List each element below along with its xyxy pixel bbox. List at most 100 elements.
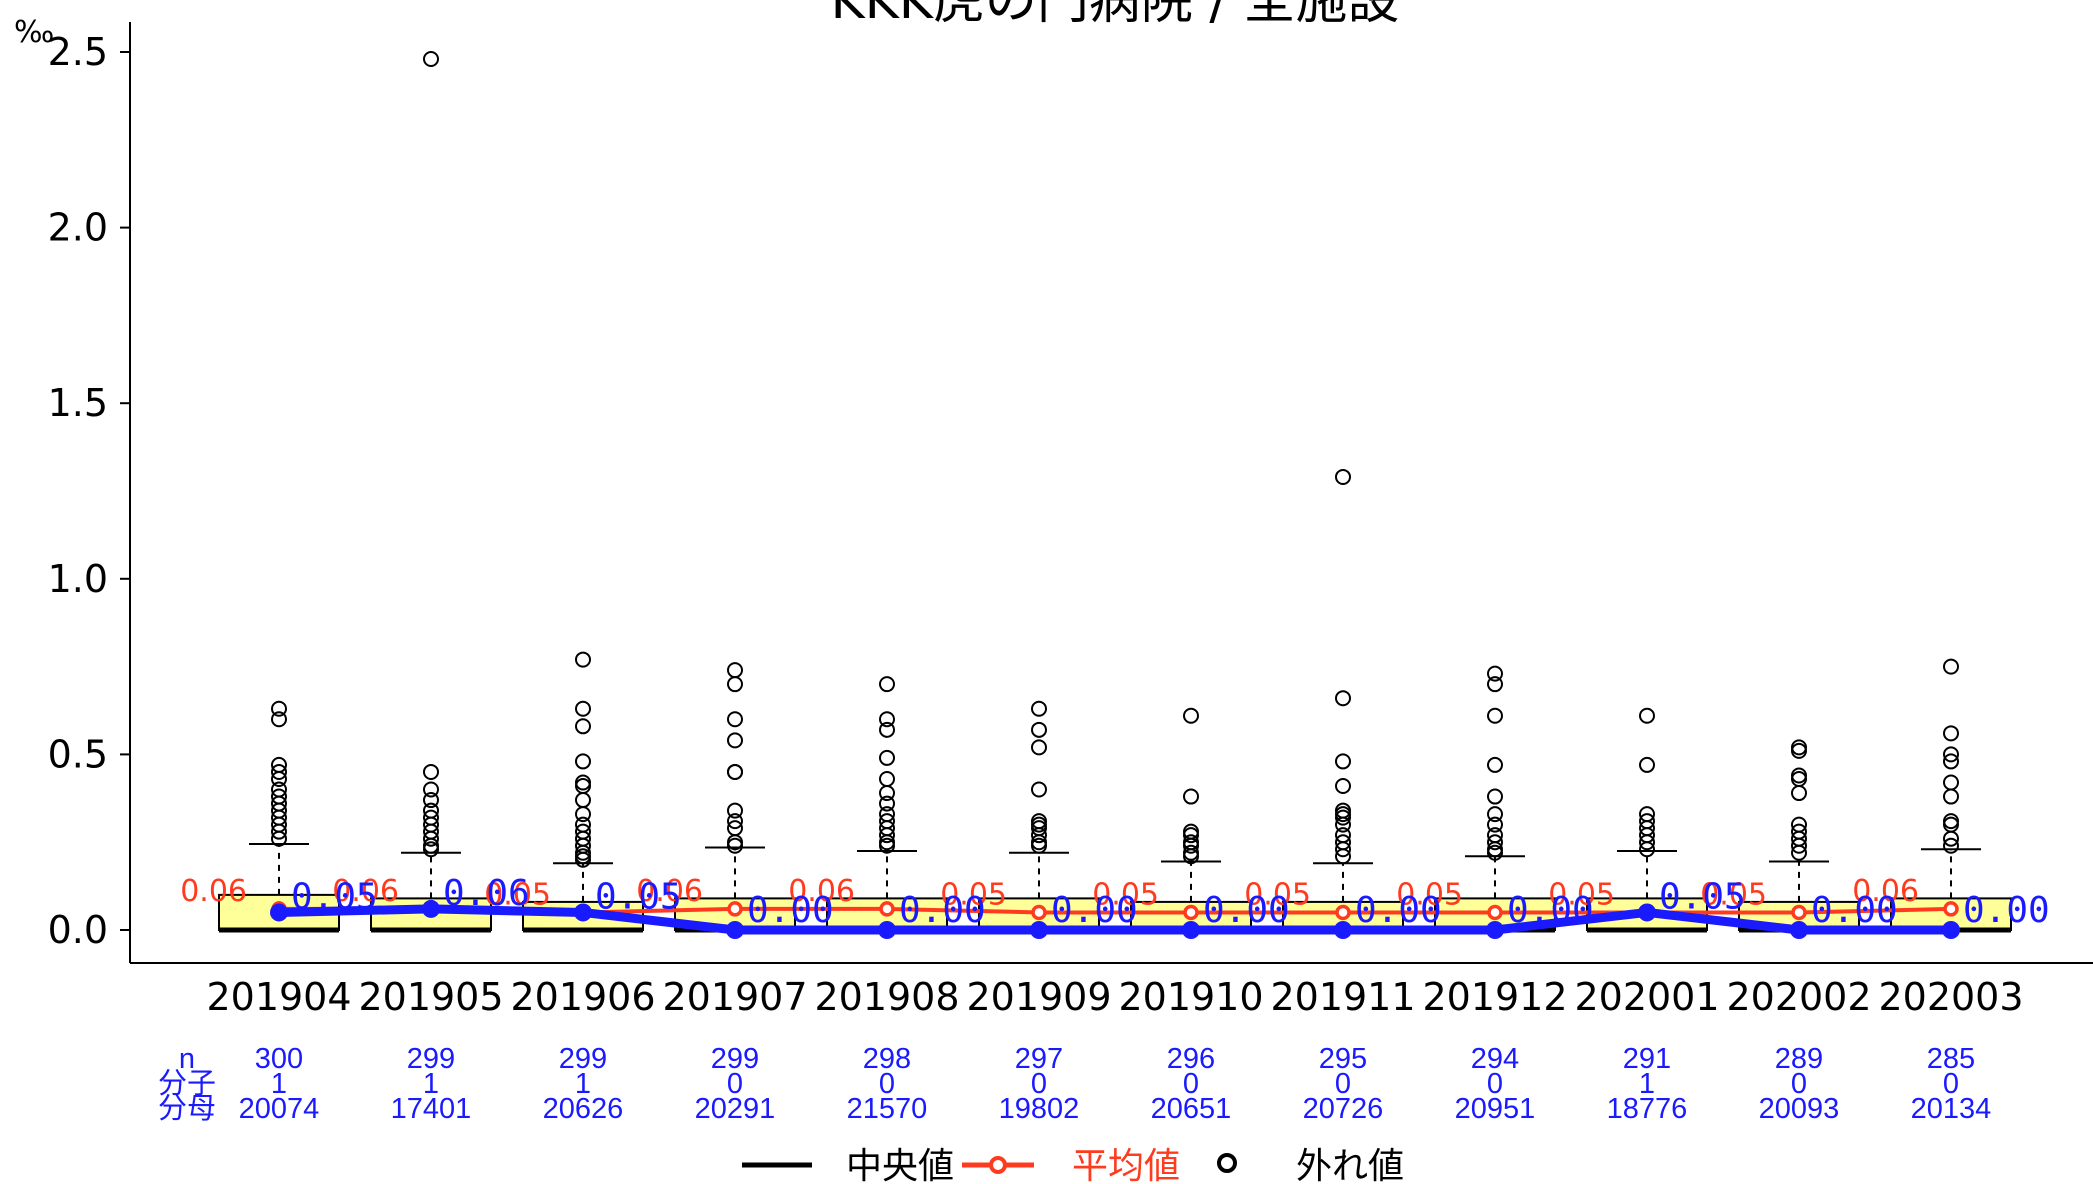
outlier-point <box>879 827 895 844</box>
table-cell: 20134 <box>1911 1093 1992 1125</box>
outlier-point <box>879 837 895 854</box>
outlier-point <box>1183 848 1199 865</box>
box-group <box>1282 468 1404 933</box>
outlier-point <box>879 721 895 738</box>
mean-value-label: 0.05 <box>1092 877 1159 912</box>
outlier-point <box>727 813 743 830</box>
y-tick-label: 1.5 <box>48 381 108 425</box>
outlier-point <box>1639 834 1655 851</box>
median-trend-point <box>574 903 592 922</box>
median-trend-line <box>278 904 1951 935</box>
outlier-point <box>1487 834 1503 851</box>
median-trend-point <box>878 921 896 939</box>
y-tick-label: 0.0 <box>48 908 108 952</box>
mean-value-label: 0.06 <box>180 874 247 909</box>
outlier-point <box>1943 830 1959 847</box>
table-cell: 1 <box>423 1068 439 1100</box>
table-cell: 17401 <box>391 1093 472 1125</box>
outlier-point <box>1031 827 1047 844</box>
outlier-point <box>1487 844 1503 861</box>
table-cell: 296 <box>1167 1043 1215 1075</box>
table-cell: 18776 <box>1607 1093 1688 1125</box>
outlier-point <box>423 792 439 809</box>
outlier-point <box>1639 841 1655 858</box>
outlier-point <box>1943 746 1959 763</box>
legend-median-label: 中央値 <box>846 1146 954 1184</box>
median-trend-point <box>1182 921 1200 939</box>
outlier-point <box>1335 468 1351 485</box>
table-cell: 20951 <box>1455 1093 1536 1125</box>
mean-point <box>1335 904 1351 921</box>
mean-point <box>1183 904 1199 921</box>
mean-value-label: 0.05 <box>1396 877 1463 912</box>
outlier-point <box>575 718 591 735</box>
box-group <box>370 51 492 933</box>
outlier-point <box>1031 837 1047 854</box>
outlier-point <box>1335 841 1351 858</box>
outlier-point <box>271 770 287 787</box>
outlier-point <box>879 749 895 766</box>
y-tick-label: 0.5 <box>48 732 108 776</box>
table-cell: 20626 <box>543 1093 624 1125</box>
mean-point <box>1031 904 1047 921</box>
outlier-point <box>727 802 743 819</box>
table-cell: 299 <box>407 1043 455 1075</box>
x-tick-label: 201905 <box>358 975 503 1019</box>
outlier-point <box>423 51 439 68</box>
table-cell: 20651 <box>1151 1093 1232 1125</box>
x-tick-label: 201908 <box>814 975 959 1019</box>
mean-value-label: 0.05 <box>1700 877 1767 912</box>
median-trend-point <box>1790 921 1808 939</box>
outlier-point <box>1335 848 1351 865</box>
x-tick-label: 201910 <box>1118 975 1263 1019</box>
outlier-point <box>1031 721 1047 738</box>
outlier-point <box>271 700 287 717</box>
table-cell: 1 <box>575 1068 591 1100</box>
outlier-point <box>1943 774 1959 791</box>
outlier-point <box>879 676 895 693</box>
median-trend-point <box>1486 921 1504 939</box>
outlier-point <box>1031 781 1047 798</box>
outlier-point <box>1487 676 1503 693</box>
mean-point <box>727 901 743 917</box>
median-value-label: 0.00 <box>899 890 986 931</box>
outlier-point <box>1183 788 1199 805</box>
median-trend-point <box>1030 921 1048 939</box>
mean-value-label: 0.05 <box>1244 877 1311 912</box>
outlier-point <box>575 700 591 717</box>
legend-outlier-marker <box>1217 1153 1237 1173</box>
outlier-point <box>1335 753 1351 770</box>
table-cell: 0 <box>1031 1068 1047 1100</box>
table-cell: 297 <box>1015 1043 1063 1075</box>
chart-title: KKK虎の門病院 / 全施設 <box>831 0 1400 31</box>
median-trend-point <box>726 921 744 939</box>
mean-value-label: 0.05 <box>1548 877 1615 912</box>
x-tick-label: 201912 <box>1422 975 1567 1019</box>
outlier-point <box>1487 707 1503 724</box>
table-cell: 289 <box>1775 1043 1823 1075</box>
median-value-label: 0.06 <box>443 873 530 914</box>
outlier-point <box>727 662 743 679</box>
outlier-point <box>1335 809 1351 826</box>
legend-outlier-label: 外れ値 <box>1296 1146 1404 1184</box>
outlier-point <box>1183 707 1199 724</box>
table-cell: 0 <box>1183 1068 1199 1100</box>
mean-value-label: 0.06 <box>788 874 855 909</box>
outlier-point <box>271 823 287 840</box>
outlier-point <box>1639 756 1655 773</box>
outlier-point <box>727 763 743 780</box>
x-tick-label: 201907 <box>662 975 807 1019</box>
table-cell: 1 <box>271 1068 287 1100</box>
outlier-point <box>879 770 895 787</box>
table-row-label: 分母 <box>158 1093 216 1125</box>
outlier-point <box>1487 665 1503 682</box>
outlier-point <box>423 830 439 847</box>
table-cell: 20093 <box>1759 1093 1840 1125</box>
outlier-point <box>1183 827 1199 844</box>
y-tick-label: 2.5 <box>48 30 108 74</box>
x-tick-label: 202001 <box>1574 975 1719 1019</box>
legend-mean-marker <box>989 1156 1007 1174</box>
median-value-label: 0.00 <box>1811 890 1898 931</box>
table-row-label: n <box>179 1043 195 1075</box>
